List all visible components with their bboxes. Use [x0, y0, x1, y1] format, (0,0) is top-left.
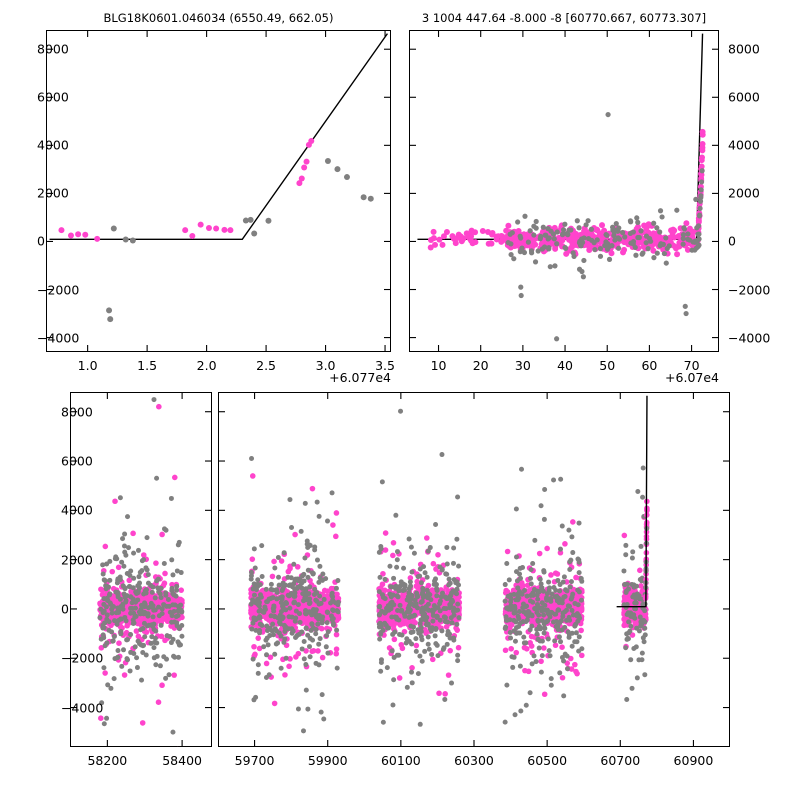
tick-label: 20: [472, 358, 489, 373]
tick-label: 59700: [234, 753, 275, 768]
tick-label: 60900: [673, 753, 714, 768]
tick-label: 58200: [87, 753, 128, 768]
tick-label: 1.0: [77, 358, 98, 373]
tick-label: 10: [430, 358, 447, 373]
panel-top-left-title: BLG18K0601.046034 (6550.49, 662.05): [103, 11, 334, 25]
tick-label: 2.5: [256, 358, 277, 373]
panel-top-left-x-offset-label: +6.077e4: [329, 370, 391, 385]
tick-label: 1.5: [137, 358, 158, 373]
tick-label: 60: [641, 358, 658, 373]
panel-top-right: [409, 30, 719, 352]
panel-top-left-frame: [46, 30, 391, 352]
tick-label: 30: [514, 358, 531, 373]
tick-label: 40: [557, 358, 573, 373]
panel-top-right-x-offset-label: +6.07e4: [665, 370, 719, 385]
tick-label: 50: [599, 358, 616, 373]
tick-label: 2.0: [196, 358, 217, 373]
panel-top-right-plot: [409, 30, 719, 352]
tick-label: 8000: [728, 41, 760, 57]
tick-label: 60700: [600, 753, 641, 768]
tick-label: 59900: [307, 753, 348, 768]
tick-label: 4000: [728, 137, 760, 153]
tick-label: 3.5: [375, 358, 395, 373]
tick-label: 0: [728, 233, 736, 249]
tick-label: 60300: [454, 753, 494, 768]
tick-label: 70: [683, 358, 700, 373]
tick-label: 3.0: [315, 358, 336, 373]
panel-bottom-right-plot: [218, 392, 730, 747]
panel-bottom-right-segment: [218, 392, 730, 747]
tick-label: 58400: [162, 753, 202, 768]
panel-bottom-left-plot: [70, 392, 212, 747]
tick-label: −2000: [728, 282, 771, 298]
panel-top-left-plot: [46, 30, 391, 352]
tick-label: 60500: [527, 753, 568, 768]
panel-top-right-frame: [409, 30, 719, 352]
tick-label: 60100: [380, 753, 421, 768]
panel-top-left: [46, 30, 391, 352]
tick-label: −4000: [728, 330, 771, 346]
panel-top-right-title: 3 1004 447.64 -8.000 -8 [60770.667, 6077…: [421, 11, 707, 25]
tick-label: 2000: [728, 185, 760, 201]
tick-label: 6000: [728, 89, 760, 105]
panel-bottom-left-segment: [70, 392, 212, 747]
